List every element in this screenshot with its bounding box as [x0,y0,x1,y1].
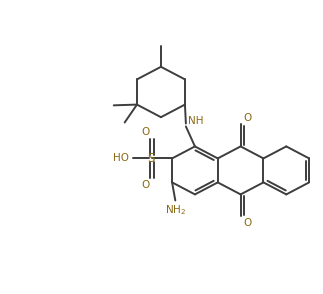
Text: O: O [243,113,251,123]
Text: O: O [141,127,149,137]
Text: HO: HO [113,153,129,163]
Text: NH$_2$: NH$_2$ [165,203,186,217]
Text: S: S [147,152,154,165]
Text: O: O [243,218,251,228]
Text: O: O [141,180,149,190]
Text: NH: NH [187,116,203,126]
